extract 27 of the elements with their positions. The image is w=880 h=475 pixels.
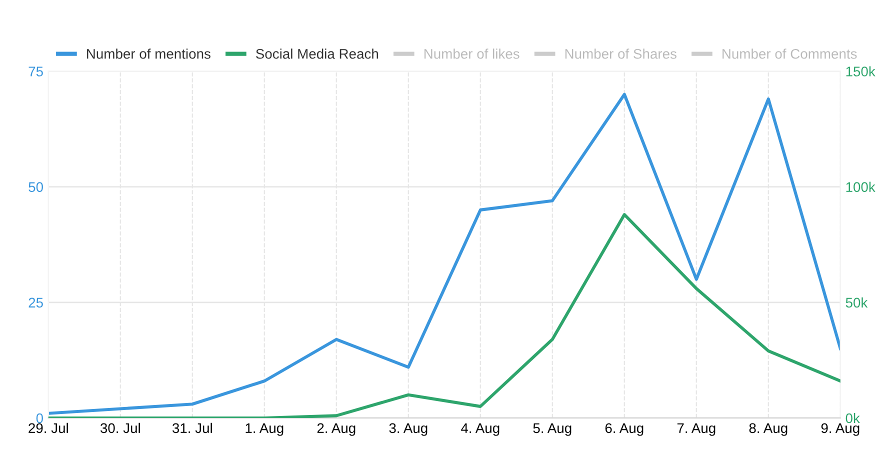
x-tick-label: 3. Aug (389, 423, 428, 436)
x-tick-label: 7. Aug (677, 423, 716, 436)
x-tick-label: 9. Aug (821, 423, 860, 436)
x-tick-label: 6. Aug (605, 423, 644, 436)
line-series (48, 92, 840, 415)
y2-tick-label: 150k (846, 66, 876, 76)
y-tick-label: 50 (28, 182, 43, 192)
y-tick-label: 75 (28, 66, 43, 76)
x-tick-label: 31. Jul (172, 422, 212, 434)
legend-label: Number of Shares (565, 48, 676, 59)
y-tick-label: 25 (28, 298, 43, 308)
line-series (48, 213, 840, 418)
x-tick-label: 8. Aug (749, 423, 788, 436)
x-tick-label: 30. Jul (100, 422, 140, 434)
y2-tick-label: 100k (846, 182, 876, 192)
x-tick-label: 4. Aug (461, 423, 500, 436)
legend-label: Social Media Reach (256, 48, 378, 59)
legend-label: Number of likes (424, 48, 520, 59)
legend-label: Number of Comments (722, 48, 857, 59)
y-tick-label: 0 (36, 413, 43, 424)
y2-tick-label: 0k (846, 412, 860, 424)
x-tick-label: 1. Aug (246, 423, 284, 436)
y2-tick-label: 50k (846, 297, 868, 308)
x-tick-label: 2. Aug (317, 423, 356, 436)
legend-label: Number of mentions (87, 48, 210, 59)
x-tick-label: 5. Aug (533, 423, 572, 436)
x-tick-label: 29. Jul (28, 422, 68, 434)
